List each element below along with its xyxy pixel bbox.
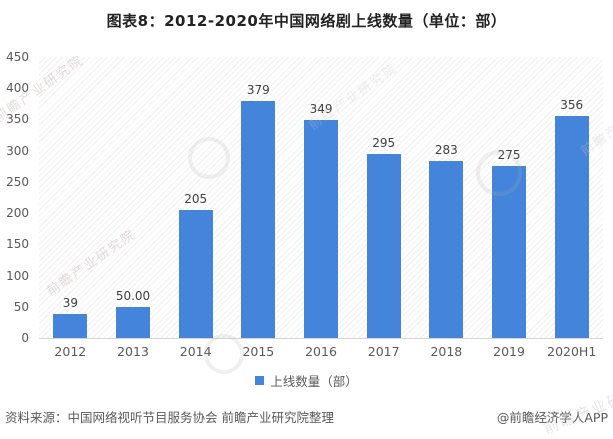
bar-2019 [492, 166, 527, 338]
bar-slot: 356 [540, 57, 603, 338]
bar-2013 [116, 306, 150, 338]
x-tick-label: 2016 [305, 344, 337, 359]
legend-marker-icon [255, 376, 265, 385]
x-axis: 2012 2013 2014 2015 2016 2017 2018 2019 2020H1 [39, 344, 613, 359]
x-tick-label: 2017 [367, 344, 400, 359]
chart: 450 400 350 300 250 200 150 100 50 0 39 50.00 205 37… [0, 50, 613, 345]
bar-value-label: 283 [434, 143, 458, 158]
y-tick-label: 0 [21, 331, 29, 345]
bar-value-label: 356 [560, 97, 584, 112]
bar-slot: 379 [227, 57, 290, 338]
legend: 上线数量（部） [0, 371, 613, 390]
x-tick-label: 2012 [54, 344, 87, 359]
bar-slot: 349 [290, 57, 353, 338]
bar-2020H1 [554, 115, 589, 338]
bar-slot: 50.00 [102, 57, 165, 338]
bar-2014 [178, 210, 213, 338]
x-tick-label: 2020H1 [547, 344, 597, 359]
y-tick-label: 200 [6, 206, 29, 221]
credit-text: @前瞻经济学人APP [496, 410, 608, 425]
y-tick-label: 50 [13, 299, 29, 314]
source-text: 资料来源：中国网络视听节目服务协会 前瞻产业研究院整理 [5, 410, 334, 425]
bar-slot: 275 [478, 57, 541, 338]
chart-title: 图表8：2012-2020年中国网络剧上线数量（单位：部） [106, 12, 507, 30]
y-axis: 450 400 350 300 250 200 150 100 50 0 [0, 50, 39, 345]
y-tick-label: 350 [6, 112, 29, 127]
bar-value-label: 275 [497, 148, 521, 163]
bar-slot: 295 [352, 57, 415, 338]
y-tick-label: 250 [6, 174, 29, 189]
x-tick-label: 2015 [242, 344, 275, 359]
bar-value-label: 379 [246, 83, 270, 98]
bar-value-label: 349 [309, 102, 333, 117]
x-tick-label: 2014 [179, 344, 212, 359]
bar-slot: 283 [415, 57, 478, 338]
bar-2018 [429, 161, 464, 338]
y-tick-label: 100 [6, 268, 29, 283]
bar-value-label: 295 [372, 135, 396, 150]
plot-area: 39 50.00 205 379 349 295 283 275 356 [39, 57, 603, 339]
y-tick-label: 450 [6, 50, 29, 64]
bar-value-label: 39 [62, 295, 78, 310]
bar-2012 [53, 313, 88, 338]
y-tick-label: 150 [6, 237, 29, 252]
bar-slot: 205 [164, 57, 227, 338]
footer: 资料来源：中国网络视听节目服务协会 前瞻产业研究院整理 @前瞻经济学人APP [0, 407, 613, 426]
x-tick-label: 2018 [430, 344, 463, 359]
bar-2016 [304, 120, 339, 338]
bar-slot: 39 [39, 57, 102, 338]
x-tick-label: 2013 [117, 344, 149, 359]
bar-2017 [366, 153, 401, 338]
x-tick-label: 2019 [493, 344, 525, 359]
y-tick-label: 300 [6, 143, 29, 158]
bar-value-label: 205 [184, 192, 208, 206]
y-tick-label: 400 [6, 81, 29, 96]
bar-value-label: 50.00 [115, 288, 151, 303]
legend-label: 上线数量（部） [270, 374, 358, 389]
bar-2015 [241, 101, 276, 338]
